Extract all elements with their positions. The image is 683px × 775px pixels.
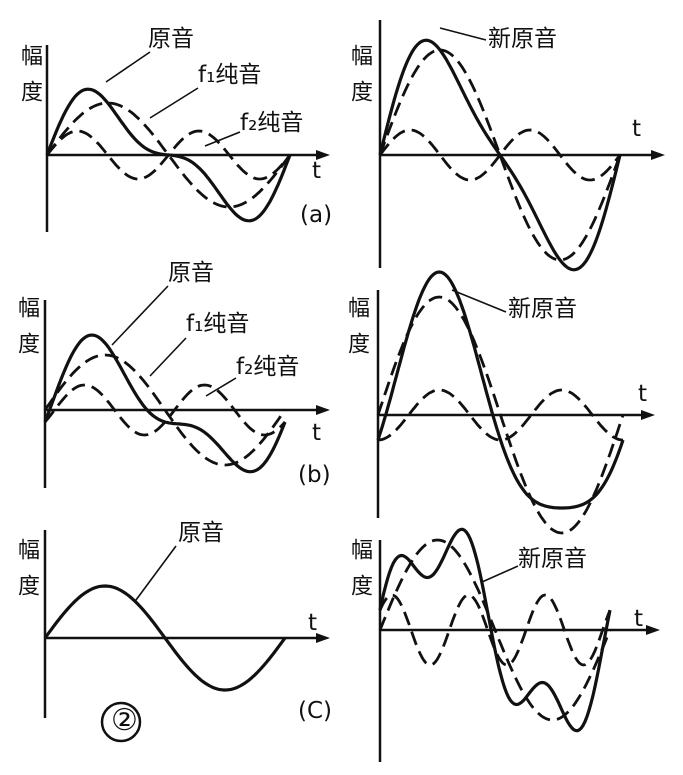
label-leader	[135, 545, 177, 601]
x-axis-label: t	[632, 116, 642, 142]
x-axis-arrow	[646, 625, 660, 635]
x-axis-arrow	[316, 405, 330, 415]
row-caption: (C)	[298, 698, 333, 724]
y-axis-label: 幅度	[347, 538, 372, 610]
wave-label: f₁纯音	[186, 311, 250, 337]
x-axis-label: t	[312, 158, 322, 184]
wave-label: 新原音	[518, 546, 587, 572]
x-axis-arrow	[651, 150, 665, 160]
label-leader	[149, 337, 187, 377]
wave-label: 原音	[148, 26, 194, 52]
composite-wave	[378, 527, 612, 733]
y-axis-label: 幅度	[344, 296, 369, 368]
y-axis-label: 幅度	[14, 538, 39, 610]
label-leader	[204, 131, 241, 147]
label-leader	[149, 87, 199, 119]
x-axis-arrow	[316, 150, 330, 160]
composite-wave	[43, 333, 287, 474]
pure-tone-wave	[378, 128, 622, 182]
figure-number: ②	[111, 703, 138, 738]
composite-wave	[378, 38, 622, 272]
label-leader	[205, 377, 237, 397]
y-axis-label: 幅度	[347, 44, 372, 116]
y-axis-label: 幅度	[17, 44, 42, 116]
x-axis-label: t	[308, 610, 318, 636]
wave-label: 原音	[168, 260, 214, 286]
pure-tone-wave	[378, 538, 612, 722]
pure-tone-wave	[376, 295, 625, 535]
x-axis-label: t	[638, 381, 648, 407]
wave-label: f₂纯音	[236, 354, 300, 380]
label-leader	[481, 565, 519, 583]
x-axis-label: t	[634, 606, 644, 632]
composite-wave	[43, 584, 287, 692]
row-caption: (b)	[298, 462, 331, 488]
pure-tone-wave	[378, 593, 612, 667]
pure-tone-wave	[43, 383, 287, 437]
composite-wave	[376, 270, 625, 510]
wave-label: 新原音	[508, 296, 577, 322]
wave-label: f₁纯音	[198, 62, 262, 88]
wave-label: f₂纯音	[240, 110, 304, 136]
x-axis-arrow	[316, 633, 330, 643]
pure-tone-wave	[378, 48, 622, 262]
pure-tone-wave	[43, 353, 287, 467]
figure-number-circle	[100, 701, 142, 743]
label-leader	[439, 27, 487, 41]
y-axis-label: 幅度	[14, 296, 39, 368]
wave-label: 新原音	[488, 26, 557, 52]
label-leader	[105, 51, 151, 83]
label-leader	[451, 289, 507, 313]
composite-wave	[45, 87, 292, 223]
label-leader	[111, 285, 169, 346]
x-axis-label: t	[312, 420, 322, 446]
row-caption: (a)	[300, 202, 333, 228]
wave-label: 原音	[178, 520, 224, 546]
x-axis-arrow	[641, 410, 655, 420]
